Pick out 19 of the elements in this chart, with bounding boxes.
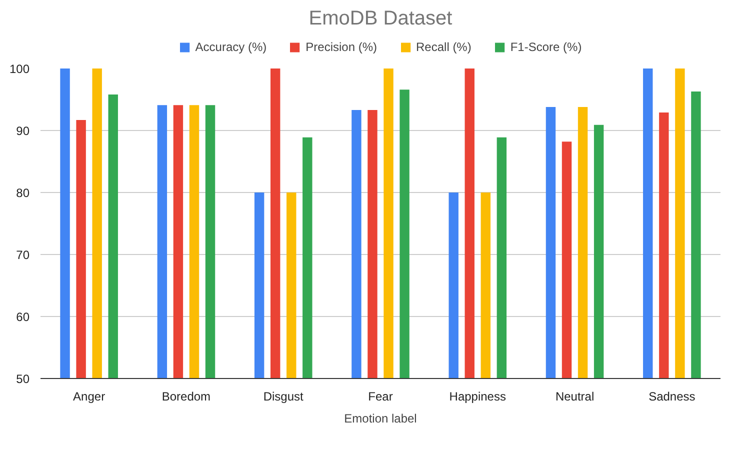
legend-label: Accuracy (%) <box>195 40 267 54</box>
x-tick-label: Neutral <box>555 390 594 404</box>
legend-label: Recall (%) <box>416 40 472 54</box>
x-tick-label: Disgust <box>263 390 304 404</box>
y-tick-label: 90 <box>16 124 30 138</box>
legend-label: F1-Score (%) <box>510 40 582 54</box>
y-tick-label: 70 <box>16 248 30 262</box>
x-tick-label: Fear <box>368 390 393 404</box>
x-tick-label: Happiness <box>449 390 506 404</box>
x-tick-label: Boredom <box>162 390 211 404</box>
y-tick-label: 80 <box>16 186 30 200</box>
x-tick-label: Anger <box>73 390 106 404</box>
y-tick-label: 100 <box>9 62 30 76</box>
chart-title: EmoDB Dataset <box>308 8 453 30</box>
y-tick-label: 60 <box>16 310 30 324</box>
x-axis-title: Emotion label <box>344 412 417 426</box>
x-tick-label: Sadness <box>648 390 696 404</box>
legend-label: Precision (%) <box>306 40 378 54</box>
y-tick-label: 50 <box>16 372 30 386</box>
